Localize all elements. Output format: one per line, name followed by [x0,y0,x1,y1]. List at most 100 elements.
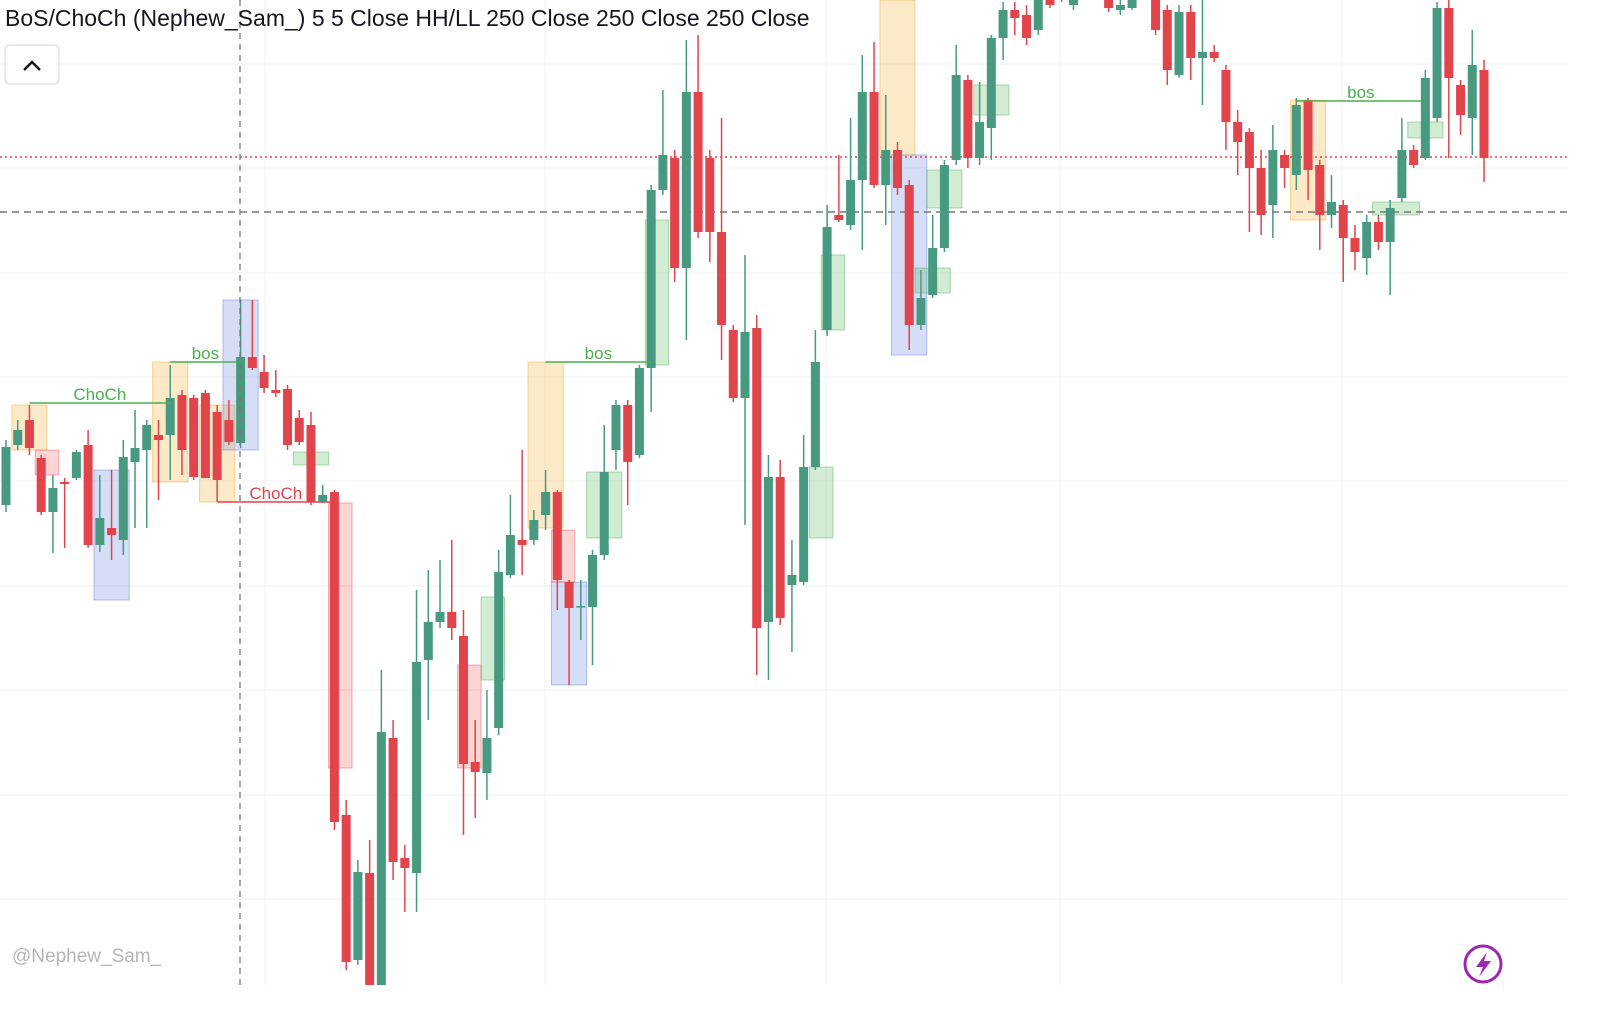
candle-body [294,418,304,442]
candle-body [1397,150,1407,198]
lightning-button[interactable] [1463,944,1503,984]
candle-body [1432,8,1442,118]
candle-body [1104,0,1114,8]
candle-body [118,457,128,540]
candle-body [142,425,152,450]
candle-body [447,612,457,628]
candle-body [1444,8,1454,78]
candle-body [599,472,609,555]
candle-body [787,575,797,585]
candle-body [705,158,715,232]
watermark: @Nephew_Sam_ [12,946,162,967]
candle-body [212,412,222,480]
candle-body [1420,78,1430,158]
candle-body [904,185,914,325]
candle-body [963,80,973,158]
candle-body [541,492,551,515]
candle-body [717,232,727,325]
candle-body [986,38,996,128]
structure-label: bos [585,344,612,363]
candle-body [763,477,773,622]
candle-body [1256,168,1266,215]
candle-body [857,92,867,180]
candle-body [834,215,844,220]
candle-body [1291,105,1301,175]
candle-body [951,75,961,160]
candle-body [670,158,680,268]
candle-body [283,389,293,445]
candle-body [1373,222,1383,242]
candle-body [869,92,879,185]
candle-body [24,420,34,448]
candle-body [224,420,234,442]
candle-body [1010,10,1020,18]
candle-body [353,872,363,960]
structure-label: bos [192,344,219,363]
candle-body [494,572,504,728]
candle-body [470,762,480,772]
candle-body [1,447,11,505]
candle-body [576,606,586,608]
candle-body [822,227,832,330]
candle-body [36,458,46,512]
collapse-button[interactable] [4,44,60,85]
candle-body [799,467,809,582]
candle-body [1068,0,1078,5]
candle-body [1467,65,1477,118]
candle-body [552,492,562,580]
plot-area: ChoCh bos ChoCh bos bos [0,0,1568,985]
candle-body [1151,0,1161,30]
candle-body [752,328,762,628]
grid [0,0,1568,985]
candle-body [189,398,199,477]
candle-body [505,535,515,575]
candle-body [247,357,257,368]
candle-body [412,662,422,873]
candle-body [588,555,598,607]
candle-body [998,10,1008,38]
chevron-icon [23,60,41,71]
candle-body [1045,0,1055,5]
candle-body [259,372,269,388]
candle-body [928,248,938,295]
candle-body [306,425,316,502]
candle-body [846,180,856,225]
candle-body [1338,205,1348,238]
candle-body [1268,150,1278,205]
candle-body [95,518,105,545]
candle-body [376,732,386,985]
candle-body [517,540,527,545]
candle-body [1362,222,1372,258]
candle-body [400,858,410,868]
candle-body [423,622,433,660]
candle-body [107,528,117,535]
candle-body [775,477,785,618]
candle-body [329,492,339,822]
candle-body [1327,202,1337,215]
candle-body [482,738,492,773]
candle-body [646,190,656,368]
structure-label: ChoCh [73,385,126,404]
structure-label: ChoCh [249,484,302,503]
candle-body [564,582,574,608]
candle-body [1350,238,1360,252]
candle-body [1162,10,1172,70]
candle-body [810,362,820,467]
candle-body [1115,5,1125,10]
candle-body [153,435,163,440]
candle-body [458,636,468,764]
candle-body [271,390,281,393]
candle-body [1022,15,1032,38]
candle-body [83,445,93,545]
candle-body [881,150,891,185]
candle-body [892,150,902,188]
candle-body [1244,132,1254,168]
candle-body [200,393,210,478]
candle-body [939,165,949,248]
structure-label: bos [1347,83,1374,102]
candle-body [658,155,668,190]
candle-body [435,612,445,622]
candle-body [623,405,633,462]
candle-body [611,405,621,450]
